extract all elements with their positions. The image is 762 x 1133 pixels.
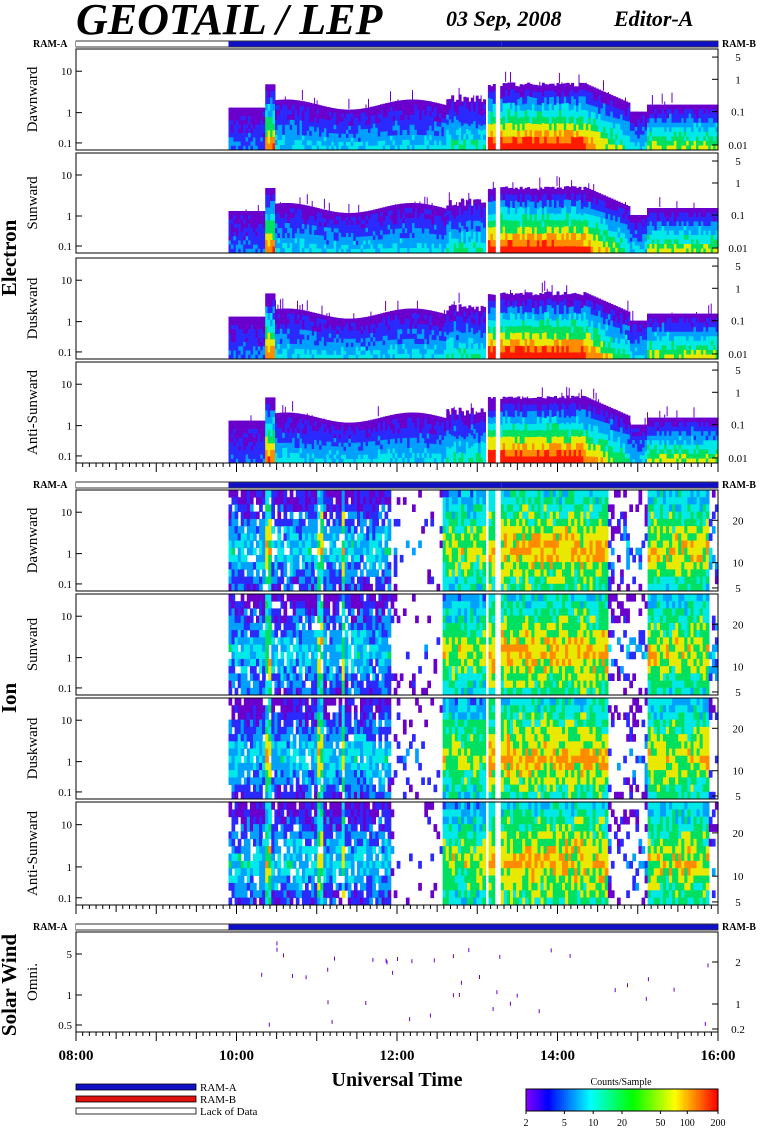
status-segment xyxy=(76,42,228,47)
status-segment xyxy=(501,42,718,47)
spectro-speck xyxy=(561,82,562,92)
spectro-cell xyxy=(493,137,496,144)
spectro-speck xyxy=(481,95,482,105)
spectro-speck xyxy=(397,99,398,109)
spectro-speck xyxy=(652,95,653,105)
spectro-cell xyxy=(483,135,486,141)
spectro-cell xyxy=(483,99,486,105)
electron-status-bar: RAM-A RAM-B xyxy=(33,39,756,50)
spectro-speck xyxy=(314,98,315,108)
spectro-cell xyxy=(493,117,496,124)
spectro-speck xyxy=(672,93,673,103)
spectro-cell xyxy=(493,143,496,150)
spectro-speck xyxy=(473,95,474,105)
spectro-speck xyxy=(579,74,580,84)
spectro-cell xyxy=(493,97,496,104)
spectro-speck xyxy=(285,97,286,107)
figure-svg: GEOTAIL / LEP03 Sep, 2008Editor-ARAM-ARA… xyxy=(0,0,762,1128)
spectro-speck xyxy=(625,98,626,108)
spectro-cell xyxy=(493,84,496,91)
spectro-speck xyxy=(662,94,663,104)
figure-date: 03 Sep, 2008 xyxy=(446,6,562,31)
spectro-cell xyxy=(483,120,486,126)
spectro-speck xyxy=(380,104,381,114)
status-segment xyxy=(228,42,501,47)
figure-editor: Editor-A xyxy=(613,6,693,31)
electron-spectrogram-0 xyxy=(229,72,719,151)
spectro-speck xyxy=(366,105,367,115)
spectro-cell xyxy=(273,91,276,98)
spectro-cell xyxy=(483,125,486,131)
spectro-speck xyxy=(586,83,587,93)
spectro-cell xyxy=(273,84,276,91)
figure-title: GEOTAIL / LEP xyxy=(76,0,384,44)
spectro-cell xyxy=(483,104,486,110)
spectro-speck xyxy=(317,100,318,110)
spectro-cell xyxy=(493,130,496,137)
spectro-speck xyxy=(302,90,303,100)
spectro-speck xyxy=(459,88,460,98)
status-label-left: RAM-A xyxy=(33,39,68,50)
spectro-cell xyxy=(493,91,496,98)
spectro-speck xyxy=(603,80,604,90)
spectro-cell xyxy=(493,104,496,111)
spectro-speck xyxy=(664,102,665,112)
spectro-cell xyxy=(627,103,630,108)
spectro-speck xyxy=(559,73,560,83)
spectro-speck xyxy=(368,99,369,109)
spectro-cell xyxy=(451,95,454,101)
spectro-speck xyxy=(569,83,570,93)
spectro-cell xyxy=(483,140,486,146)
spectro-speck xyxy=(510,72,511,82)
spectro-cell xyxy=(483,130,486,136)
spectrogram-figure: GEOTAIL / LEP03 Sep, 2008Editor-ARAM-ARA… xyxy=(0,0,762,1128)
spectro-cell xyxy=(493,124,496,131)
status-label-right: RAM-B xyxy=(722,39,756,50)
spectro-cell xyxy=(483,115,486,121)
spectro-speck xyxy=(608,92,609,102)
spectro-speck xyxy=(348,99,349,109)
spectro-speck xyxy=(390,91,391,101)
spectro-speck xyxy=(505,72,506,82)
spectro-cell xyxy=(483,109,486,115)
spectro-cell xyxy=(493,110,496,117)
spectro-speck xyxy=(412,90,413,100)
spectro-speck xyxy=(539,82,540,92)
